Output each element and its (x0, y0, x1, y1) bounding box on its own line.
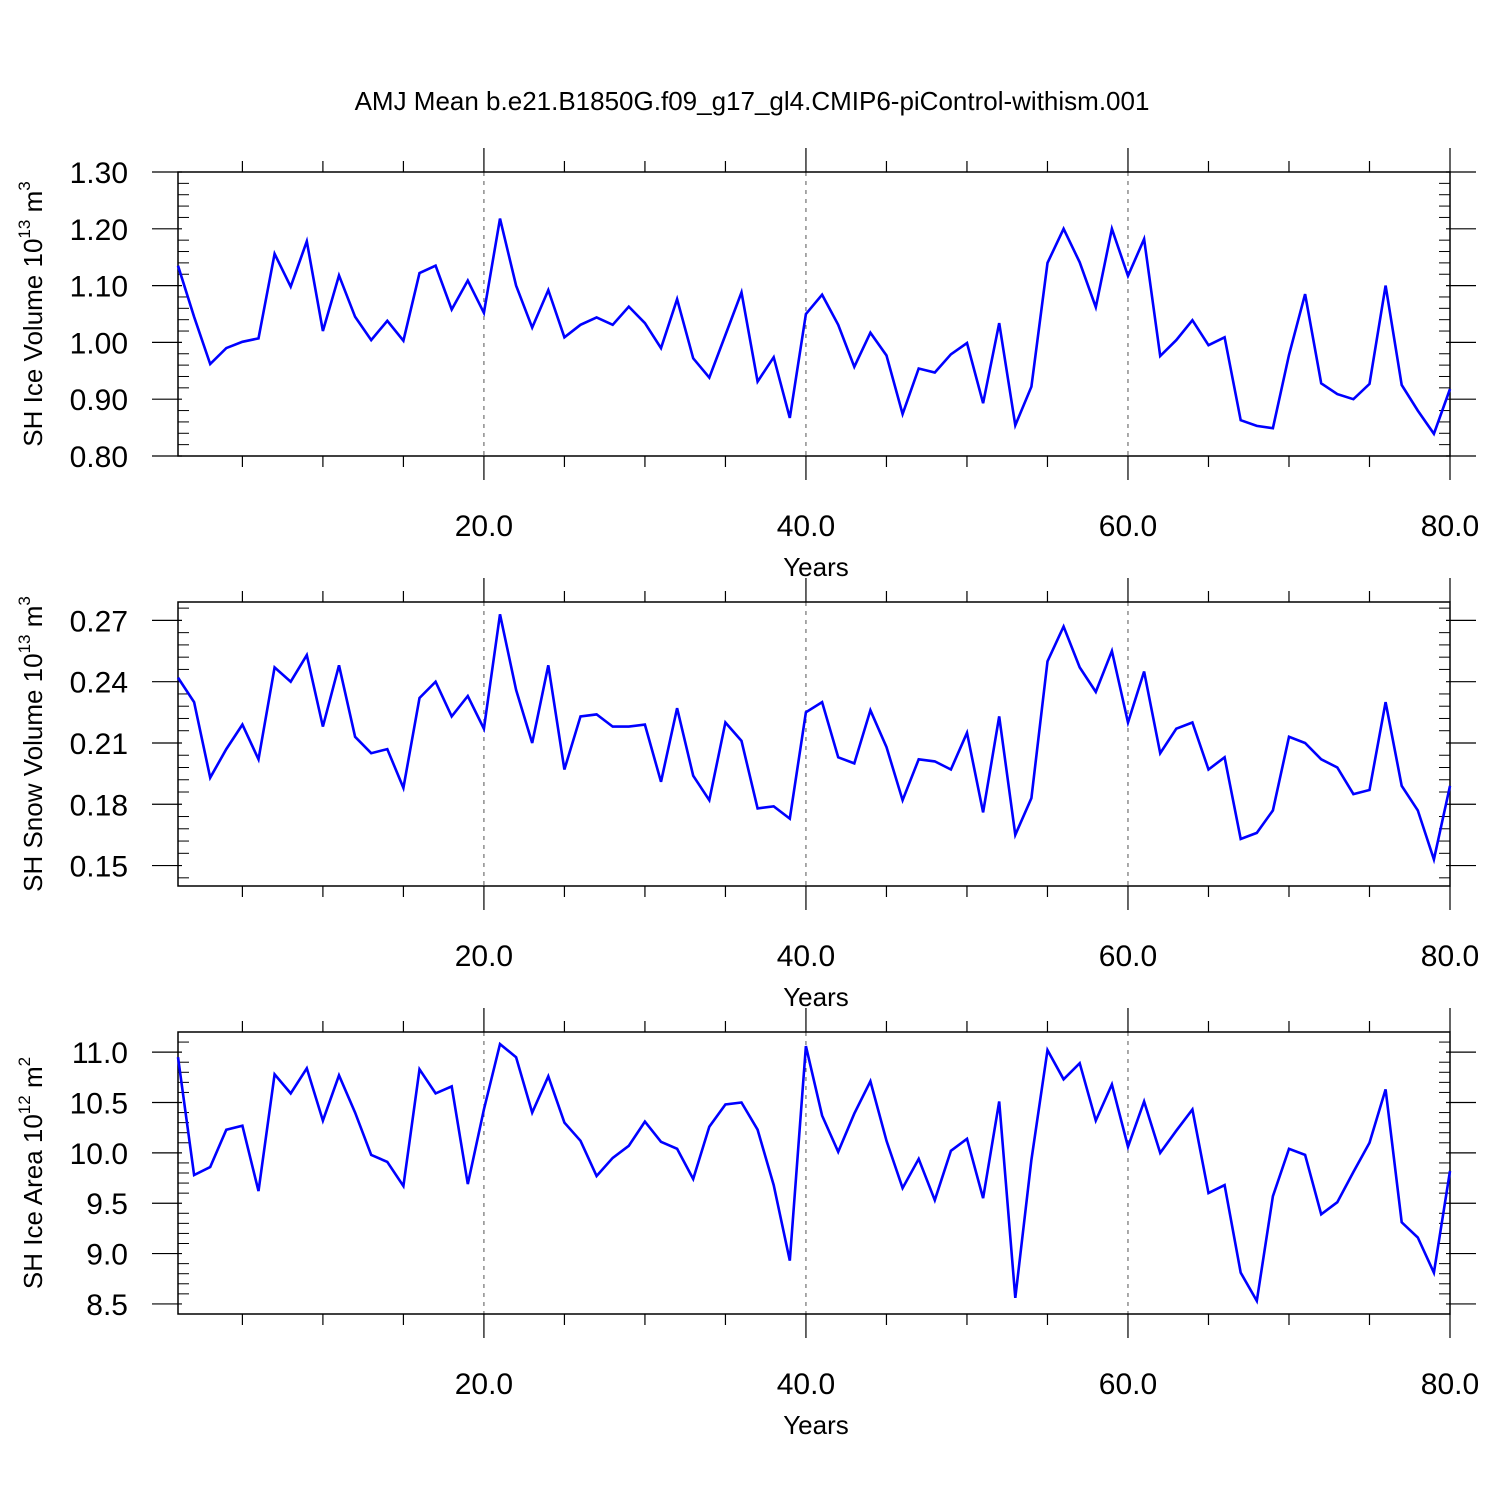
y-tick-label: 0.18 (70, 789, 128, 822)
plot-frame (177, 1031, 1451, 1315)
y-tick-label: 0.27 (70, 605, 128, 638)
y-tick-label: 9.5 (86, 1188, 128, 1221)
x-axis-title: Years (783, 552, 849, 582)
y-tick-label: 0.15 (70, 851, 128, 884)
y-tick-label: 10.0 (70, 1138, 128, 1171)
y-tick-label: 0.80 (70, 441, 128, 474)
panel-3: 20.0 40.0 60.0 80.0 Years 8.5 9.0 9.5 10.0 10.5 11… (15, 1008, 1479, 1440)
y-tick-label: 1.00 (70, 327, 128, 360)
x-tick-label: 20.0 (455, 1368, 513, 1401)
panel-1: 20.0 40.0 60.0 80.0 Years 0.80 0.90 1.00 1.10 1.2… (15, 148, 1479, 582)
x-tick-label: 80.0 (1421, 1368, 1479, 1401)
x-tick-label: 40.0 (777, 940, 835, 973)
x-axis-title: Years (783, 1410, 849, 1440)
series-line (176, 614, 1452, 865)
series-line (176, 218, 1452, 437)
y-tick-label: 11.0 (72, 1037, 128, 1070)
x-tick-label: 20.0 (455, 510, 513, 543)
x-tick-label: 80.0 (1421, 940, 1479, 973)
y-tick-label: 0.21 (70, 728, 128, 761)
series-line (176, 1041, 1452, 1305)
x-tick-label: 80.0 (1421, 510, 1479, 543)
y-tick-label: 1.10 (70, 271, 128, 304)
x-tick-label: 20.0 (455, 940, 513, 973)
plot-frame (177, 171, 1451, 457)
y-axis-title: SH Snow Volume 1013 m3 (15, 596, 48, 892)
panel-2: 20.0 40.0 60.0 80.0 Years 0.15 0.18 0.21 0.24 0.2… (15, 578, 1479, 1012)
x-tick-label: 60.0 (1099, 940, 1157, 973)
y-tick-label: 1.20 (70, 214, 128, 247)
y-tick-label: 0.24 (70, 667, 128, 700)
x-tick-label: 60.0 (1099, 510, 1157, 543)
x-tick-label: 40.0 (777, 1368, 835, 1401)
y-tick-label: 10.5 (70, 1088, 128, 1121)
x-axis-title: Years (783, 982, 849, 1012)
y-axis-title: SH Ice Area 1012 m2 (15, 1057, 48, 1289)
y-axis-title: SH Ice Volume 1013 m3 (15, 181, 48, 446)
x-tick-label: 60.0 (1099, 1368, 1157, 1401)
plot-frame (177, 601, 1451, 887)
x-tick-label: 40.0 (777, 510, 835, 543)
y-tick-label: 1.30 (70, 157, 128, 190)
y-tick-label: 9.0 (86, 1239, 128, 1272)
chart-title: AMJ Mean b.e21.B1850G.f09_g17_gl4.CMIP6-… (355, 86, 1150, 116)
y-tick-label: 8.5 (86, 1289, 128, 1322)
y-tick-label: 0.90 (70, 384, 128, 417)
